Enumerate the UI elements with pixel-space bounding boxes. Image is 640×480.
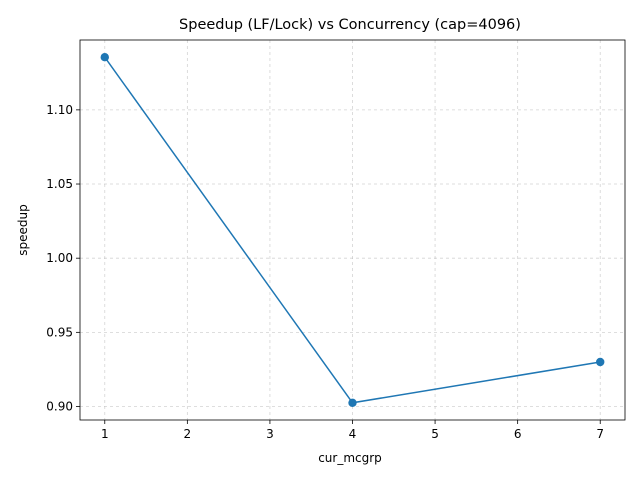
x-tick-label: 2 [184,427,192,441]
x-tick-label: 5 [431,427,439,441]
x-tick-label: 3 [266,427,274,441]
y-axis-label: speedup [16,204,30,255]
y-tick-label: 1.00 [46,251,73,265]
x-tick-label: 1 [101,427,109,441]
y-tick-label: 0.95 [46,325,73,339]
chart-title: Speedup (LF/Lock) vs Concurrency (cap=40… [179,17,521,33]
x-tick-label: 6 [514,427,522,441]
x-axis-label: cur_mcgrp [318,451,382,465]
x-tick-label: 4 [349,427,357,441]
data-point [348,398,357,407]
data-point [100,53,109,62]
y-tick-label: 0.90 [46,400,73,414]
data-point [596,357,605,367]
x-axis-ticks: 1 2 3 4 5 6 7 [101,420,604,441]
y-axis-ticks: 0.90 0.95 1.00 1.05 1.10 [46,103,80,414]
y-tick-label: 1.05 [46,177,73,191]
y-tick-label: 1.10 [46,103,73,117]
x-tick-label: 7 [596,427,604,441]
series-group [100,53,605,407]
